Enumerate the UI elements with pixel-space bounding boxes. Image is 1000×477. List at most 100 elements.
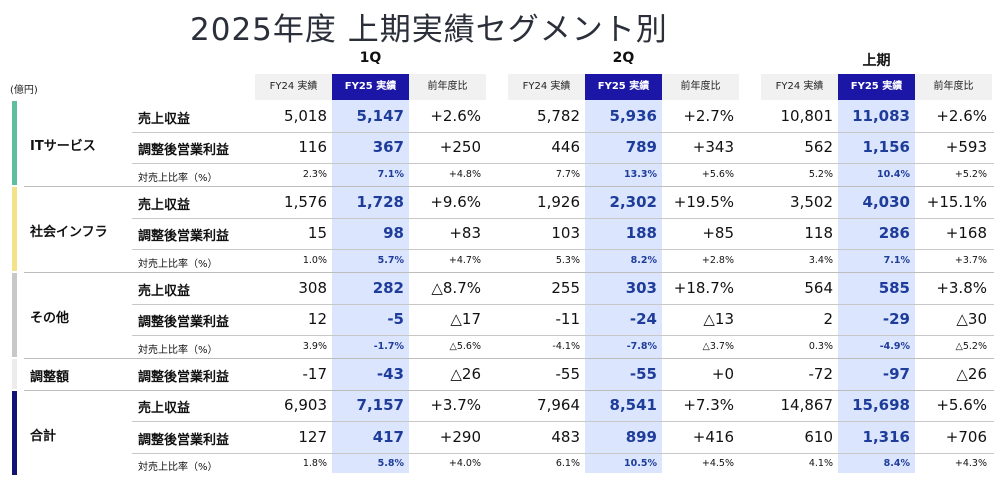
value-fy25: 8.4% — [883, 458, 910, 470]
value-fy24: 1.8% — [302, 458, 327, 470]
value-yoy: +706 — [945, 427, 987, 446]
col-header-fy25: FY25 実績 — [838, 74, 915, 100]
value-fy24: 3.9% — [302, 340, 327, 352]
value-yoy: +3.8% — [936, 278, 987, 297]
value-fy24: -17 — [302, 364, 328, 383]
value-fy24: 5,782 — [537, 106, 580, 125]
row-divider — [132, 421, 994, 422]
value-yoy: +19.5% — [673, 192, 734, 211]
period-label-1: 2Q — [612, 50, 635, 66]
row-label: 売上収益 — [138, 197, 191, 213]
value-fy25: 10.5% — [624, 458, 657, 470]
value-fy24: 5.2% — [808, 168, 833, 180]
row-label: 対売上比率（%） — [138, 172, 218, 184]
value-fy24: 1,576 — [284, 192, 327, 211]
value-fy25: 5,936 — [609, 106, 657, 125]
segment-color-bar — [12, 359, 17, 389]
segment-name: ITサービス — [30, 139, 96, 154]
value-fy25: 10.4% — [877, 168, 910, 180]
segment-name: 社会インフラ — [30, 225, 108, 240]
value-fy24: 1.0% — [302, 254, 327, 266]
value-fy24: 118 — [804, 224, 833, 243]
value-fy25: 11,083 — [852, 106, 910, 125]
value-yoy: +3.7% — [954, 254, 987, 266]
row-divider — [132, 217, 994, 219]
value-yoy: +85 — [702, 224, 734, 243]
col-header-yoy: 前年度比 — [409, 74, 486, 100]
value-fy25: -43 — [376, 364, 404, 383]
value-yoy: +343 — [692, 138, 734, 157]
value-yoy: +168 — [945, 224, 987, 243]
page-title: 2025年度 上期実績セグメント別 — [190, 12, 668, 48]
value-fy25: -5 — [387, 310, 404, 329]
value-fy24: 4.1% — [808, 458, 833, 470]
col-header-fy24: FY24 実績 — [508, 74, 585, 100]
row-divider — [132, 335, 994, 336]
value-yoy: +416 — [692, 427, 734, 446]
value-fy24: 255 — [551, 278, 580, 297]
value-fy25: 15,698 — [852, 396, 910, 415]
value-fy25: 5.7% — [377, 254, 404, 266]
value-fy24: 15 — [307, 224, 327, 243]
value-fy24: 562 — [804, 138, 833, 157]
value-fy25: 98 — [383, 224, 404, 243]
segment-divider — [24, 358, 994, 359]
value-yoy: +250 — [439, 138, 481, 157]
value-yoy: +9.6% — [430, 192, 481, 211]
value-fy25: 188 — [625, 224, 657, 243]
value-yoy: +5.2% — [954, 168, 987, 180]
row-label: 売上収益 — [138, 401, 191, 417]
value-yoy: △17 — [450, 310, 481, 329]
segment-color-bar — [12, 187, 17, 271]
value-fy24: 5,018 — [284, 106, 327, 125]
value-yoy: △26 — [956, 364, 987, 383]
value-fy24: 7,964 — [537, 396, 580, 415]
value-yoy: +4.5% — [701, 458, 734, 470]
row-label: 調整後営業利益 — [138, 432, 230, 448]
segment-color-bar — [12, 390, 17, 475]
value-fy24: 5.3% — [555, 254, 580, 266]
value-fy25: 1,156 — [862, 138, 910, 157]
row-label: 調整後営業利益 — [138, 229, 230, 245]
col-header-fy25: FY25 実績 — [332, 74, 409, 100]
col-header-fy24: FY24 実績 — [761, 74, 838, 100]
value-yoy: +0 — [711, 364, 734, 383]
value-yoy: +593 — [945, 138, 987, 157]
value-yoy: +83 — [449, 224, 481, 243]
value-fy25: 789 — [625, 138, 657, 157]
value-fy25: 13.3% — [624, 168, 657, 180]
segment-color-bar — [12, 273, 17, 357]
segment-divider — [24, 389, 994, 391]
value-yoy: +5.6% — [701, 168, 734, 180]
value-fy24: 0.3% — [808, 340, 833, 352]
value-fy25: 5.8% — [377, 458, 404, 470]
value-fy25: -24 — [629, 310, 657, 329]
row-label: 調整後営業利益 — [138, 143, 230, 159]
value-fy24: -55 — [555, 364, 581, 383]
value-yoy: +3.7% — [430, 396, 481, 415]
value-fy24: -11 — [555, 310, 581, 329]
row-divider — [132, 303, 994, 305]
value-fy24: 103 — [551, 224, 580, 243]
value-fy25: -55 — [629, 364, 657, 383]
value-yoy: △8.7% — [431, 278, 481, 297]
value-fy24: 3.4% — [808, 254, 833, 266]
row-label: 売上収益 — [138, 111, 191, 127]
value-yoy: +7.3% — [683, 396, 734, 415]
row-label: 対売上比率（%） — [138, 344, 218, 356]
fy25-highlight-column — [585, 100, 662, 473]
segment-divider — [24, 186, 994, 187]
row-divider — [132, 131, 994, 133]
value-fy25: -7.8% — [626, 340, 657, 352]
value-fy25: 367 — [372, 138, 404, 157]
value-fy24: 308 — [298, 278, 327, 297]
segment-name: 合計 — [30, 428, 57, 444]
value-yoy: +290 — [439, 427, 481, 446]
value-yoy: △13 — [703, 310, 734, 329]
col-header-fy25: FY25 実績 — [585, 74, 662, 100]
value-fy25: 1,316 — [862, 427, 910, 446]
value-fy24: 7.7% — [555, 168, 580, 180]
value-fy24: 14,867 — [780, 396, 834, 415]
value-fy25: 7.1% — [377, 168, 404, 180]
period-label-0: 1Q — [359, 50, 382, 66]
